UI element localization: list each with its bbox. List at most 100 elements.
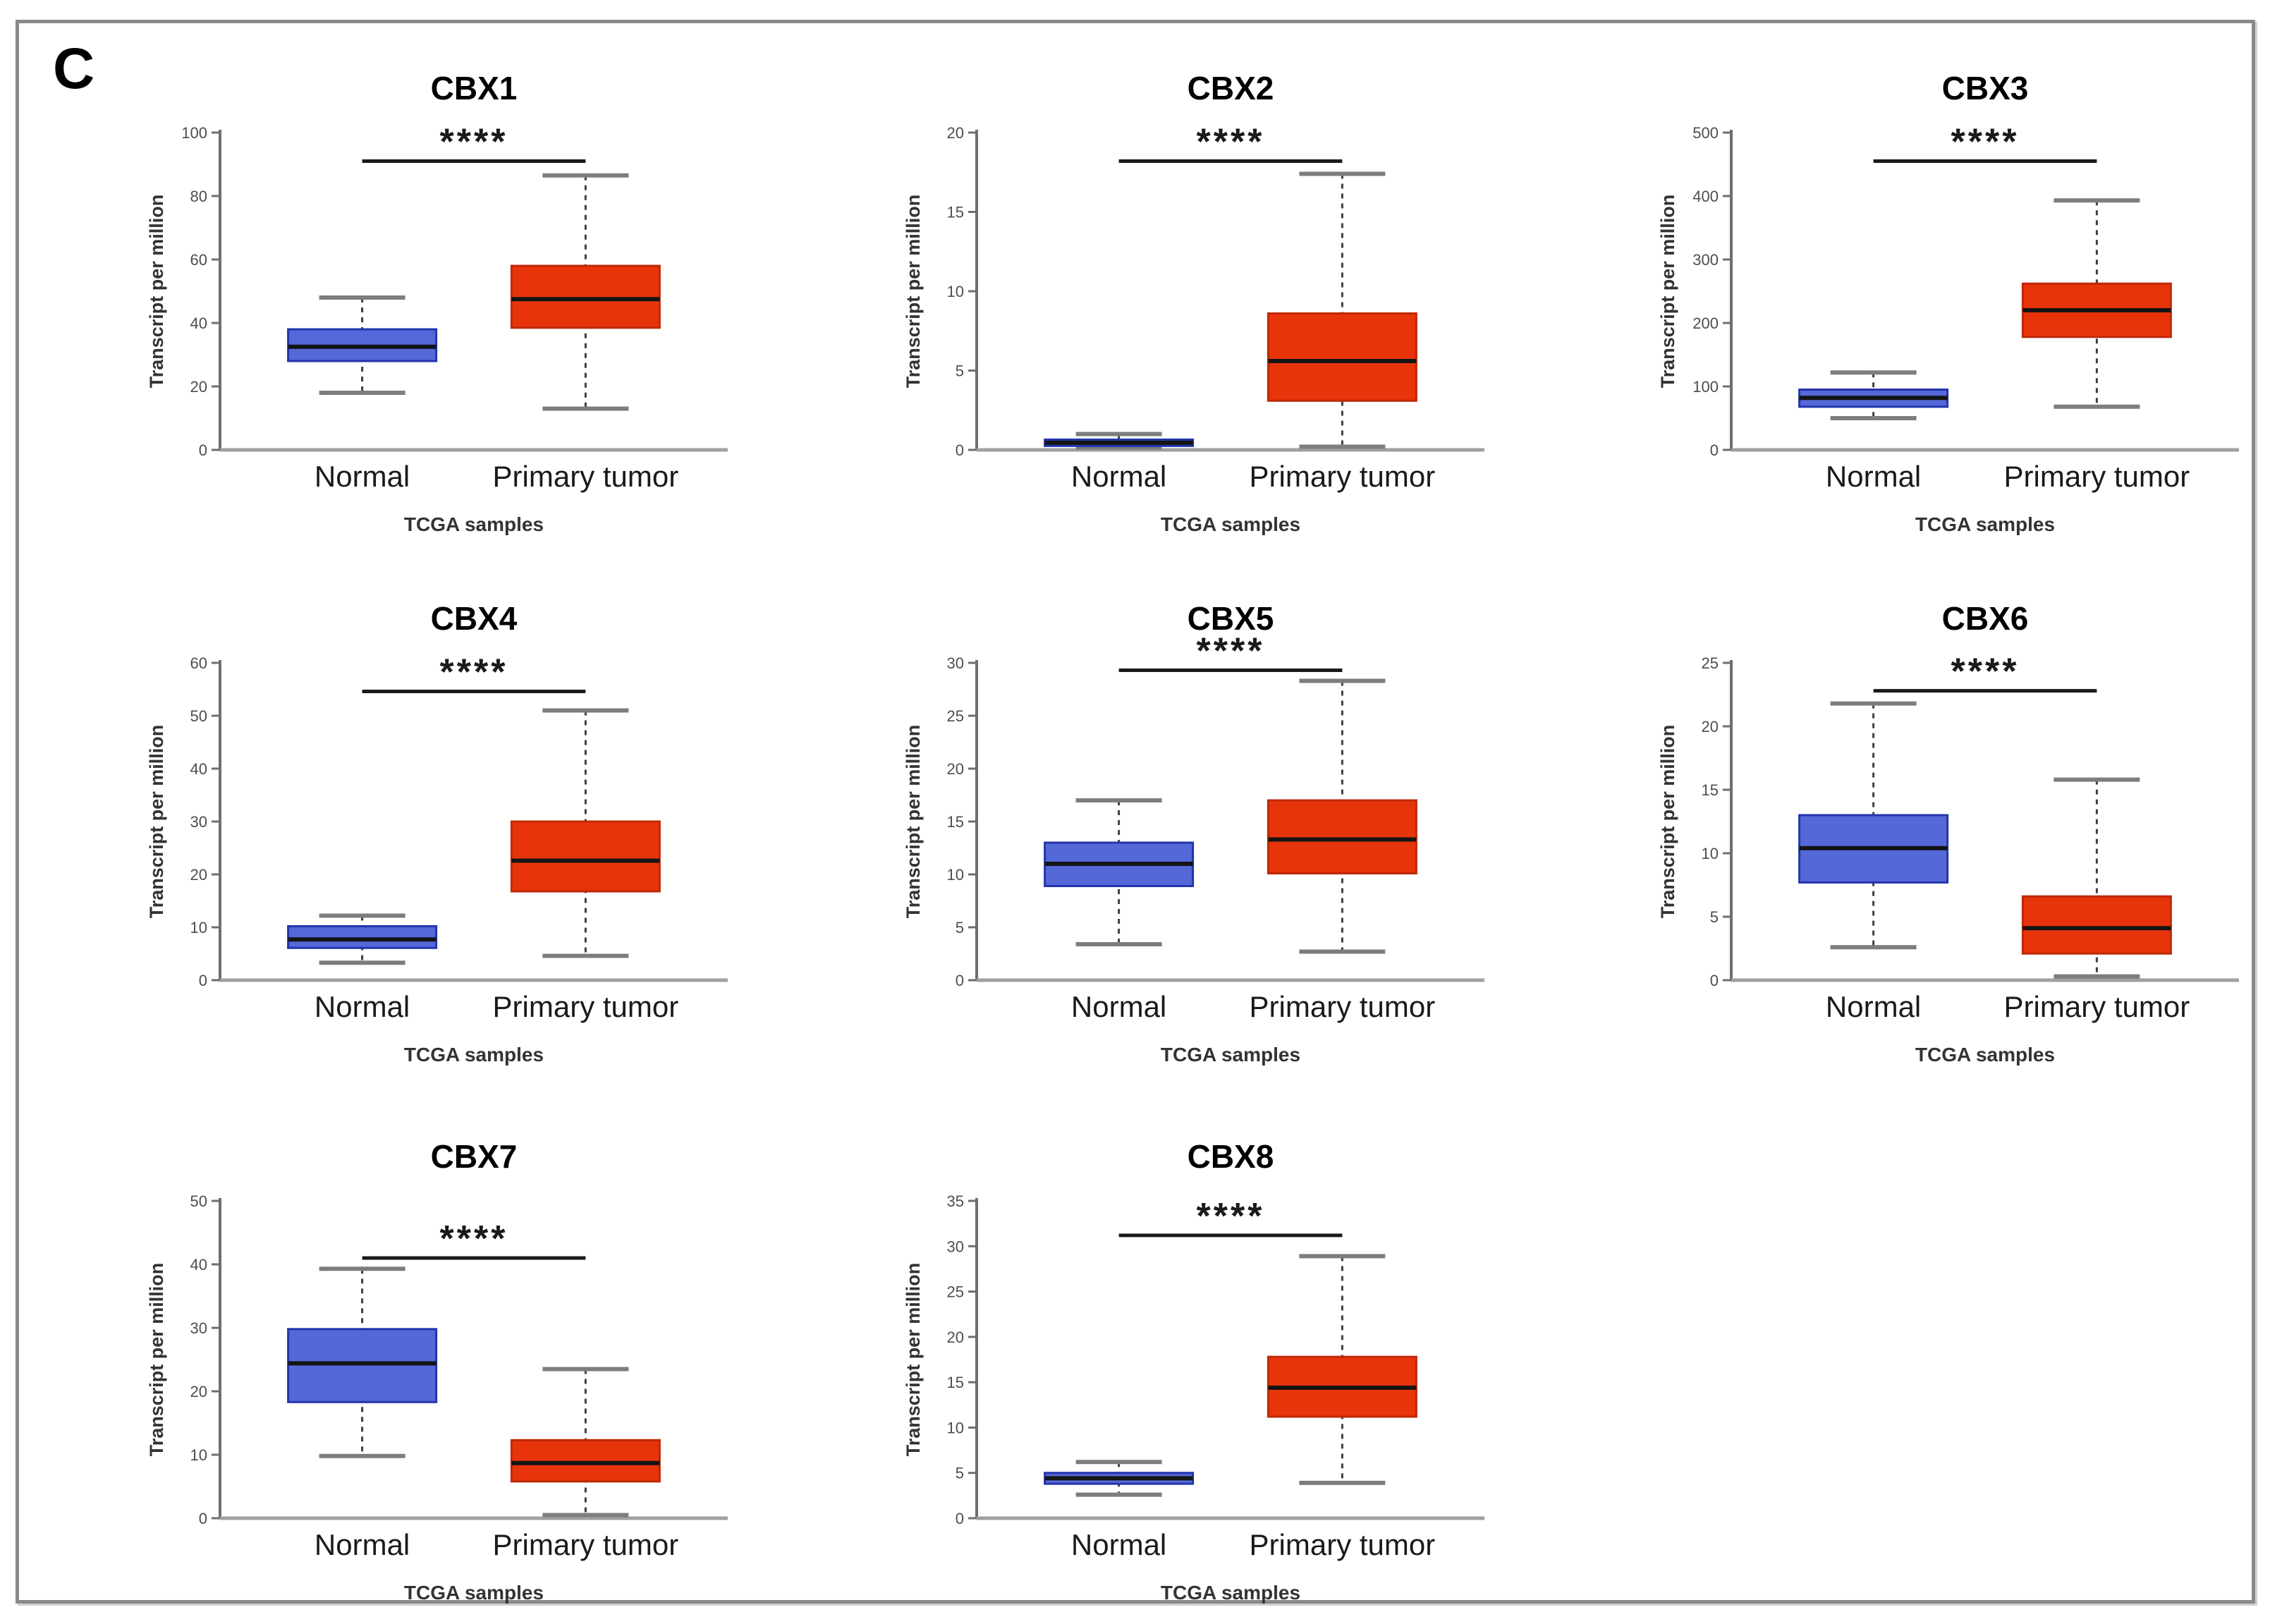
box-group-primary-tumor: [510, 708, 661, 958]
boxplot-cbx3: CBX3 0 100 200 300 400 500 Transcript per milli…: [1650, 66, 2270, 556]
y-tick-label: 25: [1702, 654, 1719, 672]
box-group-normal: [1798, 370, 1949, 420]
x-category-label: Primary tumor: [1250, 460, 1436, 493]
y-axis-label: Transcript per million: [903, 725, 924, 919]
chart-title: CBX1: [431, 70, 518, 106]
x-category-label: Primary tumor: [1250, 1528, 1436, 1561]
y-tick-label: 35: [947, 1192, 964, 1210]
x-category-label: Normal: [315, 1528, 410, 1561]
boxplot-cbx6: CBX6 0 5 10 15 20 25 Transcript per million ****…: [1650, 596, 2270, 1086]
y-tick-label: 20: [190, 1383, 207, 1400]
y-tick-label: 500: [1692, 124, 1719, 142]
boxplot-cbx5: CBX5 0 5 10 15 20 25 30 Transcript per million **…: [896, 596, 1516, 1086]
y-tick-label: 40: [190, 315, 207, 332]
boxplot-cbx8: CBX8 0 5 10 15 20 25 30 35 Transcript per million…: [896, 1134, 1516, 1624]
box-group-normal: [1798, 701, 1949, 950]
box-group-primary-tumor: [2021, 777, 2172, 979]
y-tick-label: 15: [947, 204, 964, 221]
chart-title: CBX6: [1942, 600, 2029, 637]
x-category-label: Normal: [1071, 460, 1166, 493]
box-group-normal: [1044, 798, 1195, 946]
y-tick-label: 10: [947, 866, 964, 884]
x-category-label: Primary tumor: [493, 990, 679, 1023]
chart-title: CBX8: [1188, 1138, 1274, 1175]
box-group-primary-tumor: [1267, 171, 1417, 449]
chart-title: CBX2: [1188, 70, 1274, 106]
y-tick-label: 25: [947, 1283, 964, 1301]
y-tick-label: 10: [190, 1446, 207, 1464]
y-tick-label: 10: [190, 919, 207, 936]
chart-title: CBX3: [1942, 70, 2029, 106]
y-tick-label: 20: [1702, 718, 1719, 735]
boxplot-cbx7: CBX7 0 10 20 30 40 50 Transcript per million ***…: [139, 1134, 759, 1624]
chart-title: CBX4: [431, 600, 518, 637]
x-axis-label: TCGA samples: [1161, 513, 1300, 535]
x-axis-label: TCGA samples: [1161, 1044, 1300, 1066]
x-axis-label: TCGA samples: [404, 1044, 544, 1066]
box-group-normal: [1044, 432, 1195, 450]
figure-border: C CBX1 0 20 40 60 80 100 Transcript per million…: [16, 20, 2255, 1604]
y-tick-label: 30: [947, 1238, 964, 1255]
y-tick-label: 200: [1692, 315, 1719, 332]
y-tick-label: 15: [947, 1374, 964, 1391]
y-tick-label: 5: [956, 362, 964, 380]
y-tick-label: 20: [190, 378, 207, 396]
x-axis-label: TCGA samples: [404, 513, 544, 535]
y-tick-label: 50: [190, 1192, 207, 1210]
x-category-label: Primary tumor: [2004, 460, 2190, 493]
boxplot-cbx2: CBX2 0 5 10 15 20 Transcript per million **** No…: [896, 66, 1516, 556]
y-tick-label: 0: [199, 972, 207, 989]
y-axis-label: Transcript per million: [903, 1263, 924, 1457]
x-category-label: Normal: [1826, 460, 1921, 493]
box-group-primary-tumor: [1267, 678, 1417, 954]
x-axis-label: TCGA samples: [1161, 1582, 1300, 1604]
x-category-label: Primary tumor: [1250, 990, 1436, 1023]
y-axis-label: Transcript per million: [146, 1263, 167, 1457]
y-tick-label: 10: [947, 283, 964, 300]
significance-stars: ****: [440, 122, 508, 163]
box-primary-tumor: [510, 820, 661, 893]
boxplot-svg-cbx1: CBX1 0 20 40 60 80 100 Transcript per million **…: [146, 70, 728, 535]
x-category-label: Normal: [315, 990, 410, 1023]
y-tick-label: 20: [947, 124, 964, 142]
significance-stars: ****: [440, 652, 508, 693]
boxplot-cbx4: CBX4 0 10 20 30 40 50 60 Transcript per million *…: [139, 596, 759, 1086]
y-tick-label: 100: [181, 124, 207, 142]
box-group-primary-tumor: [1267, 1254, 1417, 1485]
x-category-label: Primary tumor: [493, 1528, 679, 1561]
x-axis-label: TCGA samples: [1915, 513, 2055, 535]
y-axis-label: Transcript per million: [1657, 195, 1678, 389]
significance-stars: ****: [1951, 652, 2020, 692]
y-tick-label: 5: [956, 919, 964, 936]
boxplot-grid: CBX1 0 20 40 60 80 100 Transcript per million **…: [19, 23, 2252, 1604]
y-tick-label: 20: [190, 866, 207, 884]
y-tick-label: 10: [947, 1419, 964, 1436]
x-axis-label: TCGA samples: [404, 1582, 544, 1604]
x-category-label: Primary tumor: [2004, 990, 2190, 1023]
y-tick-label: 0: [956, 1510, 964, 1527]
y-tick-label: 5: [956, 1465, 964, 1482]
y-tick-label: 0: [956, 441, 964, 459]
box-group-primary-tumor: [2021, 198, 2172, 409]
y-tick-label: 0: [199, 441, 207, 459]
y-tick-label: 60: [190, 251, 207, 269]
boxplot-svg-cbx2: CBX2 0 5 10 15 20 Transcript per million **** No…: [903, 70, 1484, 535]
boxplot-svg-cbx4: CBX4 0 10 20 30 40 50 60 Transcript per million *…: [146, 600, 728, 1066]
significance-stars: ****: [1197, 122, 1265, 163]
boxplot-svg-cbx8: CBX8 0 5 10 15 20 25 30 35 Transcript per million…: [903, 1138, 1484, 1604]
y-tick-label: 15: [1702, 781, 1719, 799]
y-tick-label: 400: [1692, 188, 1719, 205]
x-category-label: Primary tumor: [493, 460, 679, 493]
boxplot-svg-cbx3: CBX3 0 100 200 300 400 500 Transcript per milli…: [1657, 70, 2239, 535]
y-tick-label: 40: [190, 1256, 207, 1274]
x-category-label: Normal: [315, 460, 410, 493]
significance-stars: ****: [1197, 1196, 1265, 1237]
boxplot-svg-cbx6: CBX6 0 5 10 15 20 25 Transcript per million ****…: [1657, 600, 2239, 1066]
y-tick-label: 0: [1710, 441, 1719, 459]
box-primary-tumor: [2021, 895, 2172, 955]
box-group-primary-tumor: [510, 173, 661, 411]
box-group-primary-tumor: [510, 1367, 661, 1518]
y-tick-label: 20: [947, 1329, 964, 1346]
y-tick-label: 60: [190, 654, 207, 672]
